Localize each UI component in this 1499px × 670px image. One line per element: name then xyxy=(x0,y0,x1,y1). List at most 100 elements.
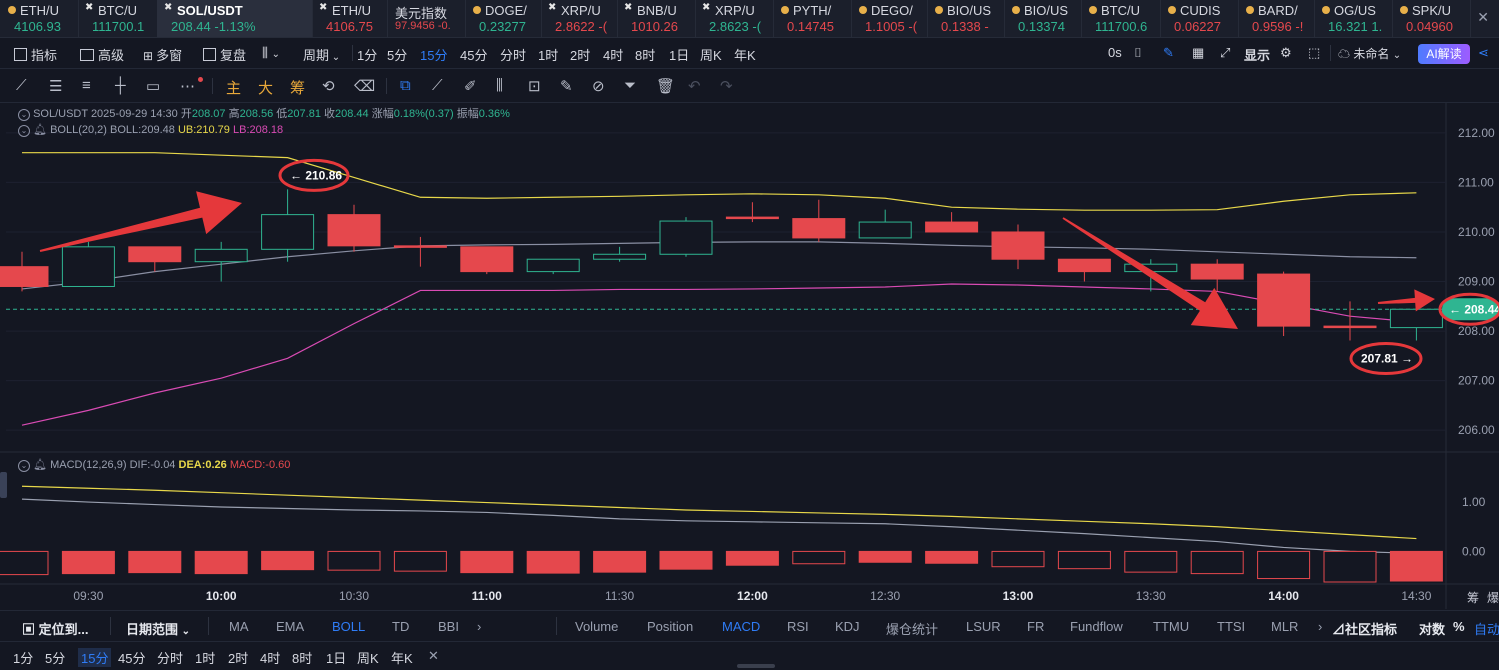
chart-type-button[interactable]: ⫼ ⌄ xyxy=(262,45,280,61)
trendline-icon[interactable]: ⟋ xyxy=(16,77,27,94)
expand-icon[interactable]: ⬚ xyxy=(1308,45,1321,60)
bottom-interval-9[interactable]: 1日 xyxy=(326,651,347,666)
interval-9[interactable]: 1日 xyxy=(669,48,690,63)
ticker-item[interactable]: ✖ BNB/U 1010.26 xyxy=(617,0,696,37)
collapse-icon[interactable]: ⌄ xyxy=(18,109,30,121)
trash-icon[interactable]: 🗑 xyxy=(656,78,676,95)
date-range-dropdown[interactable]: 日期范围 ⌄ xyxy=(126,622,191,637)
advanced-button[interactable]: 高级 xyxy=(80,45,124,64)
ticker-item[interactable]: DOGE/0.23277 xyxy=(465,0,542,37)
interval-2[interactable]: 15分 xyxy=(420,48,448,63)
main-indicator-bbi[interactable]: BBI xyxy=(438,619,459,634)
rectangle-icon[interactable]: ▭ xyxy=(146,78,161,95)
period-dropdown[interactable]: 周期 ⌄ xyxy=(303,48,341,63)
replay-button[interactable]: 复盘 xyxy=(203,45,246,64)
sub-indicator-1[interactable]: Position xyxy=(647,619,694,634)
locate-button[interactable]: ▣ 定位到... xyxy=(22,622,89,637)
ticker-item[interactable]: ✖ SOL/USDT 208.44 -1.13% xyxy=(157,0,313,37)
ticker-item[interactable]: ETH/U 4106.93 xyxy=(0,0,79,37)
collapse-icon[interactable]: ⌄ xyxy=(18,460,30,472)
bottom-interval-10[interactable]: 周K xyxy=(357,651,379,666)
redo-icon[interactable]: ↷ xyxy=(720,78,733,95)
close-icon[interactable]: ✕ xyxy=(428,648,439,663)
display-button[interactable]: 显示 xyxy=(1244,48,1271,63)
ticker-item[interactable]: ✖ BTC/U 111700.1 xyxy=(78,0,158,37)
ticker-item[interactable]: ✖ ETH/U 4106.75 xyxy=(312,0,388,37)
pane-resize-handle[interactable] xyxy=(0,472,7,498)
filter-icon[interactable]: ⏷ xyxy=(624,77,637,94)
chips-side-label[interactable]: 筹 xyxy=(1467,591,1480,605)
bottom-interval-2[interactable]: 15分 xyxy=(78,648,112,667)
ticker-item[interactable]: SPK/U 0.04960 xyxy=(1392,0,1471,37)
interval-1[interactable]: 5分 xyxy=(387,48,408,63)
ticker-item[interactable]: ✖ XRP/U 2.8623 -( xyxy=(695,0,774,37)
interval-10[interactable]: 周K xyxy=(700,48,722,63)
link-icon[interactable]: ⊘ xyxy=(592,78,605,95)
chevron-right-icon[interactable]: › xyxy=(477,619,482,634)
chart-area[interactable]: 212.00 211.00 210.00 209.00 208.00 207.00 206.… xyxy=(0,103,1499,609)
sub-indicator-6[interactable]: LSUR xyxy=(966,619,1001,634)
main-force-button[interactable]: 主 xyxy=(226,80,242,97)
sub-indicator-5[interactable]: 爆仓统计 xyxy=(886,622,939,637)
sub-indicator-10[interactable]: TTSI xyxy=(1217,619,1246,634)
interval-3[interactable]: 45分 xyxy=(460,48,488,63)
bottom-interval-0[interactable]: 1分 xyxy=(13,651,34,666)
ticker-item[interactable]: ✖ XRP/U 2.8622 -( xyxy=(541,0,618,37)
ticker-item[interactable]: BIO/US 0.13374 xyxy=(1004,0,1082,37)
bottom-interval-4[interactable]: 分时 xyxy=(157,651,184,666)
interval-11[interactable]: 年K xyxy=(734,48,756,63)
interval-7[interactable]: 4时 xyxy=(603,48,624,63)
main-indicator-ma[interactable]: MA xyxy=(229,619,249,634)
fullscreen-icon[interactable]: ⤢ xyxy=(1220,45,1231,60)
bottom-interval-8[interactable]: 8时 xyxy=(292,651,313,666)
ticker-item[interactable]: CUDIS 0.06227 xyxy=(1160,0,1239,37)
chips-button[interactable]: 筹 xyxy=(290,80,306,97)
share-icon[interactable]: ⋖ xyxy=(1478,45,1489,60)
bottom-interval-1[interactable]: 5分 xyxy=(45,651,66,666)
more-tools-icon[interactable]: ⋯ xyxy=(180,78,195,95)
bottom-interval-5[interactable]: 1时 xyxy=(195,651,216,666)
horizontal-ray-icon[interactable]: ┼ xyxy=(115,77,126,94)
refresh-icon[interactable]: ⟲ xyxy=(322,78,335,95)
magnet-icon[interactable]: ⧉ xyxy=(400,77,411,94)
collapse-icon[interactable]: ⌄ xyxy=(18,125,30,137)
chevron-right-icon[interactable]: › xyxy=(1318,619,1323,634)
seconds-label[interactable]: 0s xyxy=(1108,45,1122,60)
bottom-interval-6[interactable]: 2时 xyxy=(228,651,249,666)
sub-indicator-3[interactable]: RSI xyxy=(787,619,809,634)
interval-8[interactable]: 8时 xyxy=(635,48,656,63)
bottom-interval-11[interactable]: 年K xyxy=(391,651,413,666)
settings-gear-icon[interactable]: ⚙ xyxy=(1280,45,1292,60)
bell-icon[interactable]: 🔔︎ xyxy=(33,124,48,136)
camera-icon[interactable]: ⌷ xyxy=(1134,45,1142,60)
ruler-icon[interactable]: ⟋ xyxy=(432,77,443,94)
sub-indicator-4[interactable]: KDJ xyxy=(835,619,860,634)
sub-indicator-9[interactable]: TTMU xyxy=(1153,619,1190,634)
ticker-item[interactable]: BIO/US 0.1338 - xyxy=(927,0,1005,37)
percent-scale-toggle[interactable]: % xyxy=(1453,619,1465,634)
sub-indicator-0[interactable]: Volume xyxy=(575,619,619,634)
liquidation-side-label[interactable]: 爆 xyxy=(1487,591,1499,605)
sub-indicator-11[interactable]: MLR xyxy=(1271,619,1299,634)
main-indicator-boll[interactable]: BOLL xyxy=(332,619,366,634)
ticker-item[interactable]: PYTH/0.14745 xyxy=(773,0,852,37)
ticker-item[interactable]: BTC/U 111700.6 xyxy=(1081,0,1161,37)
ticker-item[interactable]: 美元指数 97.9456 -0. xyxy=(387,0,466,37)
ticker-item[interactable]: DEGO/1.1005 -( xyxy=(851,0,928,37)
resize-handle[interactable] xyxy=(737,664,775,668)
interval-5[interactable]: 1时 xyxy=(538,48,559,63)
interval-6[interactable]: 2时 xyxy=(570,48,591,63)
ticker-item[interactable]: BARD/0.9596 -! xyxy=(1238,0,1315,37)
close-icon[interactable]: ✕ xyxy=(1477,9,1489,25)
sub-indicator-2[interactable]: MACD xyxy=(722,619,761,634)
multi-window-button[interactable]: ⊞ 多窗 xyxy=(143,48,183,63)
parallel-lines-icon[interactable]: ☰ xyxy=(49,78,63,95)
ticker-item[interactable]: OG/US 16.321 1. xyxy=(1314,0,1393,37)
ai-interpret-button[interactable]: AI解读 xyxy=(1418,44,1470,64)
indicators-button[interactable]: 指标 xyxy=(14,45,57,64)
community-indicators-button[interactable]: ⊿社区指标 xyxy=(1332,622,1398,637)
unnamed-layout-dropdown[interactable]: ☁ 未命名 ⌄ xyxy=(1338,47,1402,61)
interval-4[interactable]: 分时 xyxy=(500,48,527,63)
main-indicator-ema[interactable]: EMA xyxy=(276,619,305,634)
horizontal-lines-icon[interactable]: ≡ xyxy=(82,77,91,94)
